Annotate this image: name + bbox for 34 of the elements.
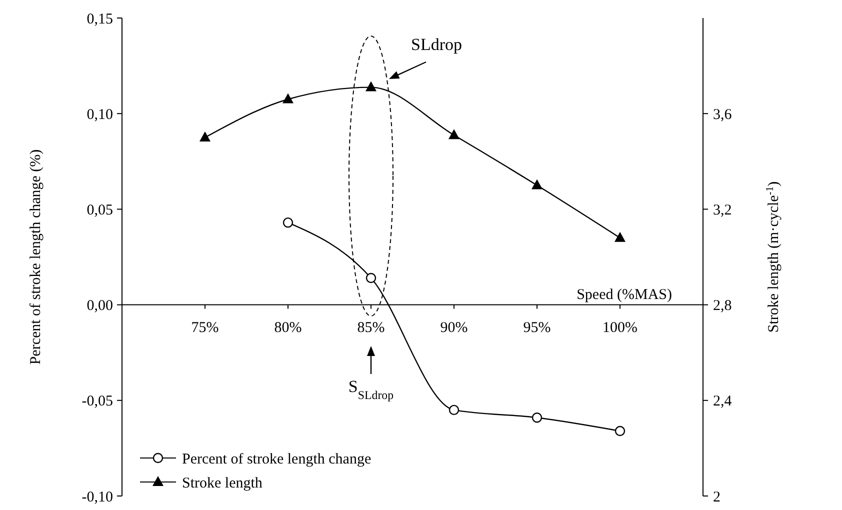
point [614, 232, 626, 242]
x-tick-label: 95% [523, 320, 551, 336]
legend-label: Percent of stroke length change [182, 451, 372, 468]
point [448, 404, 460, 416]
y-tick-label: 0,05 [86, 202, 113, 218]
y-axis-title: Percent of stroke length change (%) [28, 149, 44, 365]
point [366, 272, 376, 284]
x-tick-label: 100% [602, 320, 638, 336]
y2-tick-label: 3,2 [713, 202, 732, 218]
y-tick-label: -0,05 [82, 394, 113, 410]
point [448, 129, 460, 140]
x-tick-label: 75% [191, 320, 219, 336]
x-tick-label: 90% [440, 320, 468, 336]
y-tick-label: 0,15 [86, 11, 113, 28]
point [282, 217, 294, 228]
point [200, 132, 210, 142]
annotation: SLdrop [411, 35, 462, 54]
y-tick-label: 0,10 [86, 106, 113, 123]
x-tick-label: 80% [274, 320, 302, 336]
point [614, 426, 626, 436]
point [282, 93, 294, 104]
point [532, 412, 542, 423]
y2-tick-label: 2 [713, 489, 720, 506]
point [532, 179, 542, 190]
y-tick-label: 0,00 [86, 298, 113, 314]
x-tick-label: 85% [357, 320, 385, 336]
y2-tick-label: 2,8 [713, 298, 732, 314]
x-axis-title: Speed (%MAS) [576, 286, 672, 303]
annotation: S$_{SLdrop}$ [348, 377, 394, 402]
point [366, 81, 376, 92]
y-tick-label: -0,10 [82, 489, 113, 506]
legend-label: Stroke length [182, 475, 263, 492]
y2-tick-label: 2,4 [713, 394, 732, 410]
y2-tick-label: 3,6 [713, 106, 732, 123]
